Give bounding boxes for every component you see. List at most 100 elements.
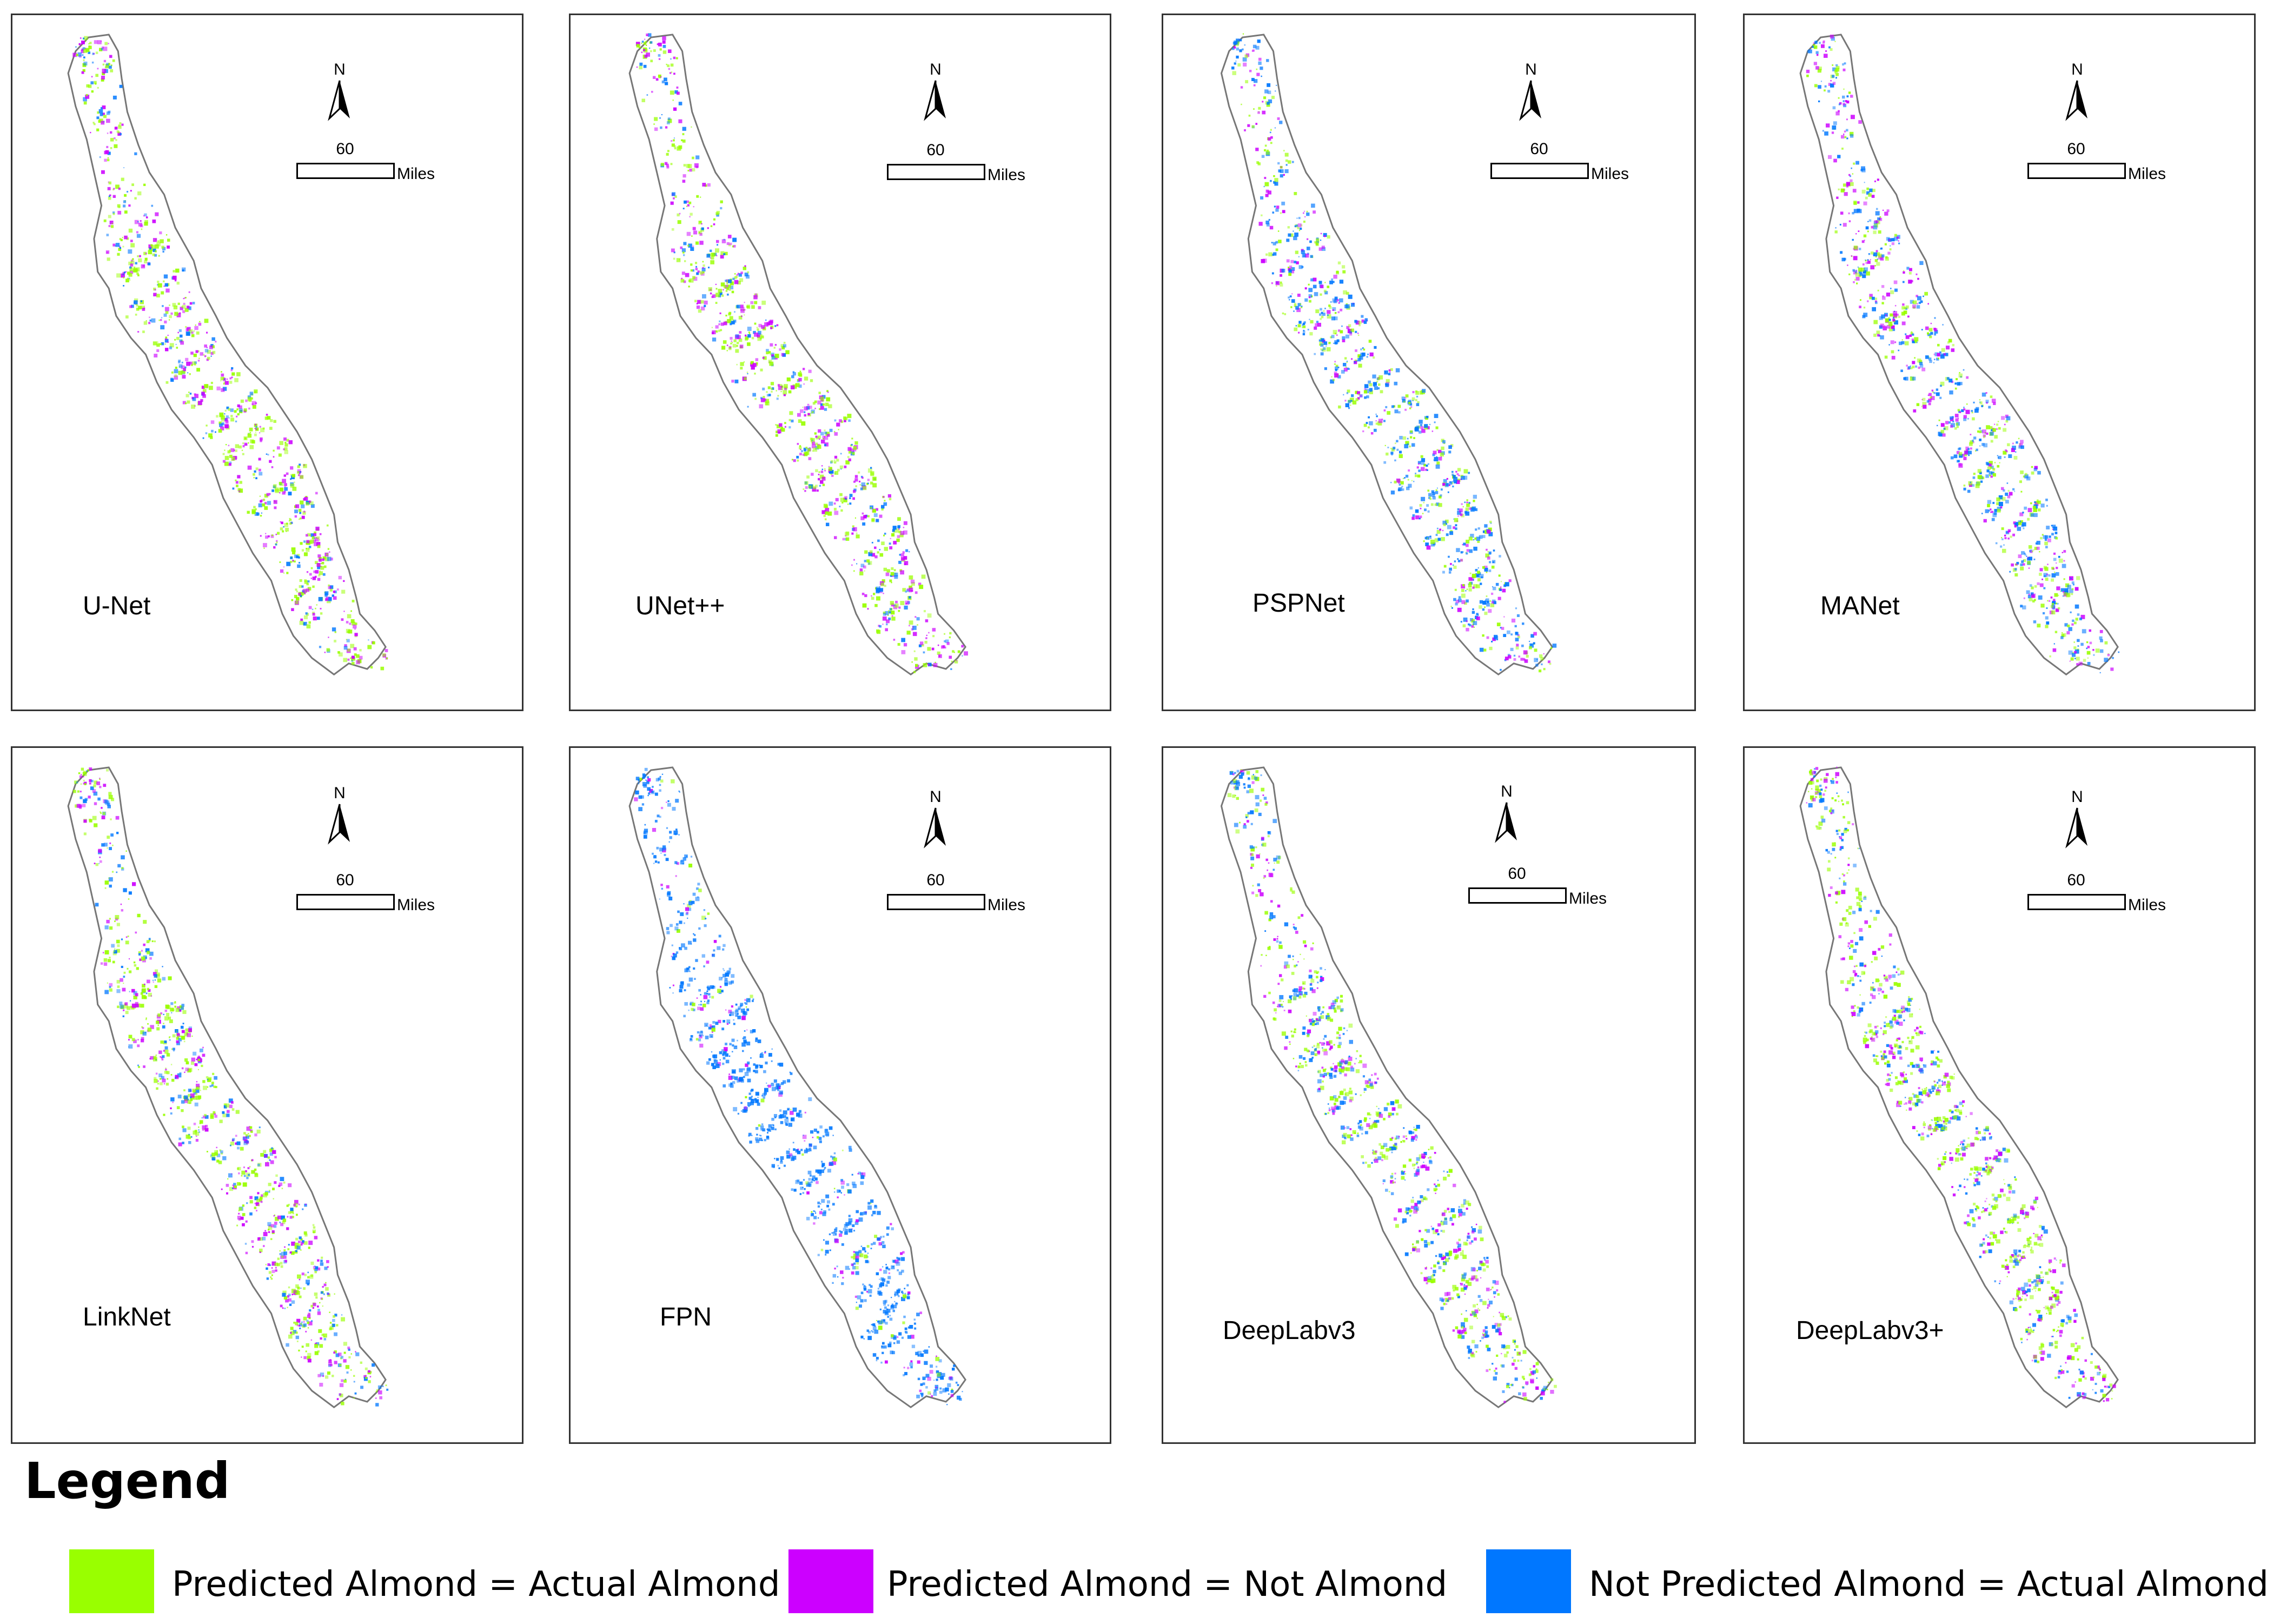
classified-pixel — [1452, 485, 1454, 488]
classified-pixel — [1548, 660, 1550, 664]
classified-pixel — [230, 1142, 234, 1146]
classified-pixel — [307, 533, 311, 536]
classified-pixel — [254, 1207, 257, 1209]
classified-pixel — [123, 983, 124, 984]
classified-pixel — [186, 306, 190, 309]
classified-pixel — [684, 200, 687, 204]
classified-pixel — [1387, 447, 1389, 448]
classified-pixel — [1963, 487, 1966, 490]
classified-pixel — [170, 1002, 174, 1005]
classified-pixel — [2020, 566, 2024, 571]
classified-pixel — [382, 653, 386, 657]
classified-pixel — [1482, 535, 1486, 538]
classified-pixel — [155, 212, 159, 216]
classified-pixel — [235, 479, 237, 481]
classified-pixel — [122, 273, 124, 275]
classified-pixel — [318, 1329, 322, 1333]
classified-pixel — [271, 1267, 273, 1269]
classified-pixel — [702, 183, 706, 187]
classified-pixel — [901, 638, 905, 642]
classified-pixel — [1901, 311, 1905, 316]
classified-pixel — [1852, 269, 1855, 272]
classified-pixel — [354, 1392, 357, 1395]
classified-pixel — [197, 1069, 199, 1070]
classified-pixel — [312, 1307, 314, 1309]
classified-pixel — [910, 579, 915, 584]
classified-pixel — [164, 1040, 167, 1043]
classified-pixel — [109, 986, 111, 988]
classified-pixel — [641, 98, 645, 102]
classified-pixel — [1892, 317, 1894, 319]
classified-pixel — [1975, 483, 1980, 488]
classified-pixel — [1921, 399, 1923, 400]
classified-pixel — [1461, 514, 1464, 518]
classified-pixel — [1471, 619, 1473, 621]
classified-pixel — [275, 488, 280, 493]
classified-pixel — [1256, 68, 1258, 70]
classified-pixel — [2089, 629, 2091, 632]
classified-pixel — [1992, 428, 1996, 432]
classified-pixel — [229, 450, 231, 453]
classified-pixel — [1427, 469, 1428, 471]
classified-pixel — [1916, 403, 1920, 406]
classified-pixel — [2042, 534, 2044, 536]
classified-pixel — [720, 282, 725, 287]
classified-pixel — [1842, 100, 1845, 102]
classified-pixel — [1840, 188, 1845, 193]
classified-pixel — [757, 330, 761, 335]
classified-pixel — [288, 1204, 290, 1206]
classified-pixel — [696, 272, 699, 275]
classified-pixel — [346, 621, 349, 624]
classified-pixel — [151, 940, 154, 943]
classified-pixel — [109, 957, 111, 959]
classified-pixel — [200, 352, 203, 356]
classified-pixel — [790, 385, 795, 389]
classified-pixel — [740, 271, 743, 274]
classified-pixel — [299, 463, 301, 466]
classified-pixel — [1865, 259, 1866, 261]
classified-pixel — [1956, 422, 1959, 426]
classified-pixel — [1989, 471, 1992, 475]
classified-pixel — [333, 591, 336, 593]
classified-pixel — [2055, 608, 2059, 612]
classified-pixel — [1492, 586, 1496, 591]
classified-pixel — [1436, 487, 1438, 489]
classified-pixel — [1263, 96, 1267, 100]
classified-pixel — [720, 251, 725, 255]
classified-pixel — [1323, 289, 1327, 293]
classified-pixel — [263, 499, 266, 501]
classified-pixel — [258, 458, 261, 461]
classified-pixel — [297, 474, 299, 475]
classified-pixel — [2080, 614, 2085, 619]
classified-pixel — [224, 418, 227, 421]
classified-pixel — [129, 970, 132, 973]
classified-pixel — [299, 1278, 301, 1281]
classified-pixel — [904, 605, 908, 610]
classified-pixel — [1291, 270, 1295, 274]
classified-pixel — [296, 1245, 301, 1250]
classified-pixel — [272, 1150, 276, 1154]
classified-pixel — [102, 105, 106, 109]
classified-pixel — [103, 47, 108, 51]
classified-pixel — [267, 454, 269, 456]
classified-pixel — [1881, 285, 1885, 288]
classified-pixel — [1828, 83, 1832, 86]
classified-pixel — [1345, 334, 1349, 339]
classified-pixel — [2058, 607, 2060, 609]
classified-pixel — [320, 608, 322, 609]
classified-pixel — [269, 427, 273, 430]
classified-pixel — [123, 167, 125, 169]
classified-pixel — [117, 204, 121, 208]
classified-pixel — [290, 1210, 294, 1214]
classified-pixel — [220, 422, 221, 424]
classified-pixel — [1303, 321, 1306, 324]
classified-pixel — [2033, 513, 2038, 518]
classified-pixel — [1995, 542, 1998, 545]
classified-pixel — [858, 471, 860, 474]
classified-pixel — [1534, 658, 1539, 662]
classified-pixel — [860, 564, 865, 568]
classified-pixel — [284, 487, 288, 491]
classified-pixel — [845, 531, 850, 535]
classified-pixel — [719, 291, 723, 295]
classified-pixel — [134, 152, 137, 155]
